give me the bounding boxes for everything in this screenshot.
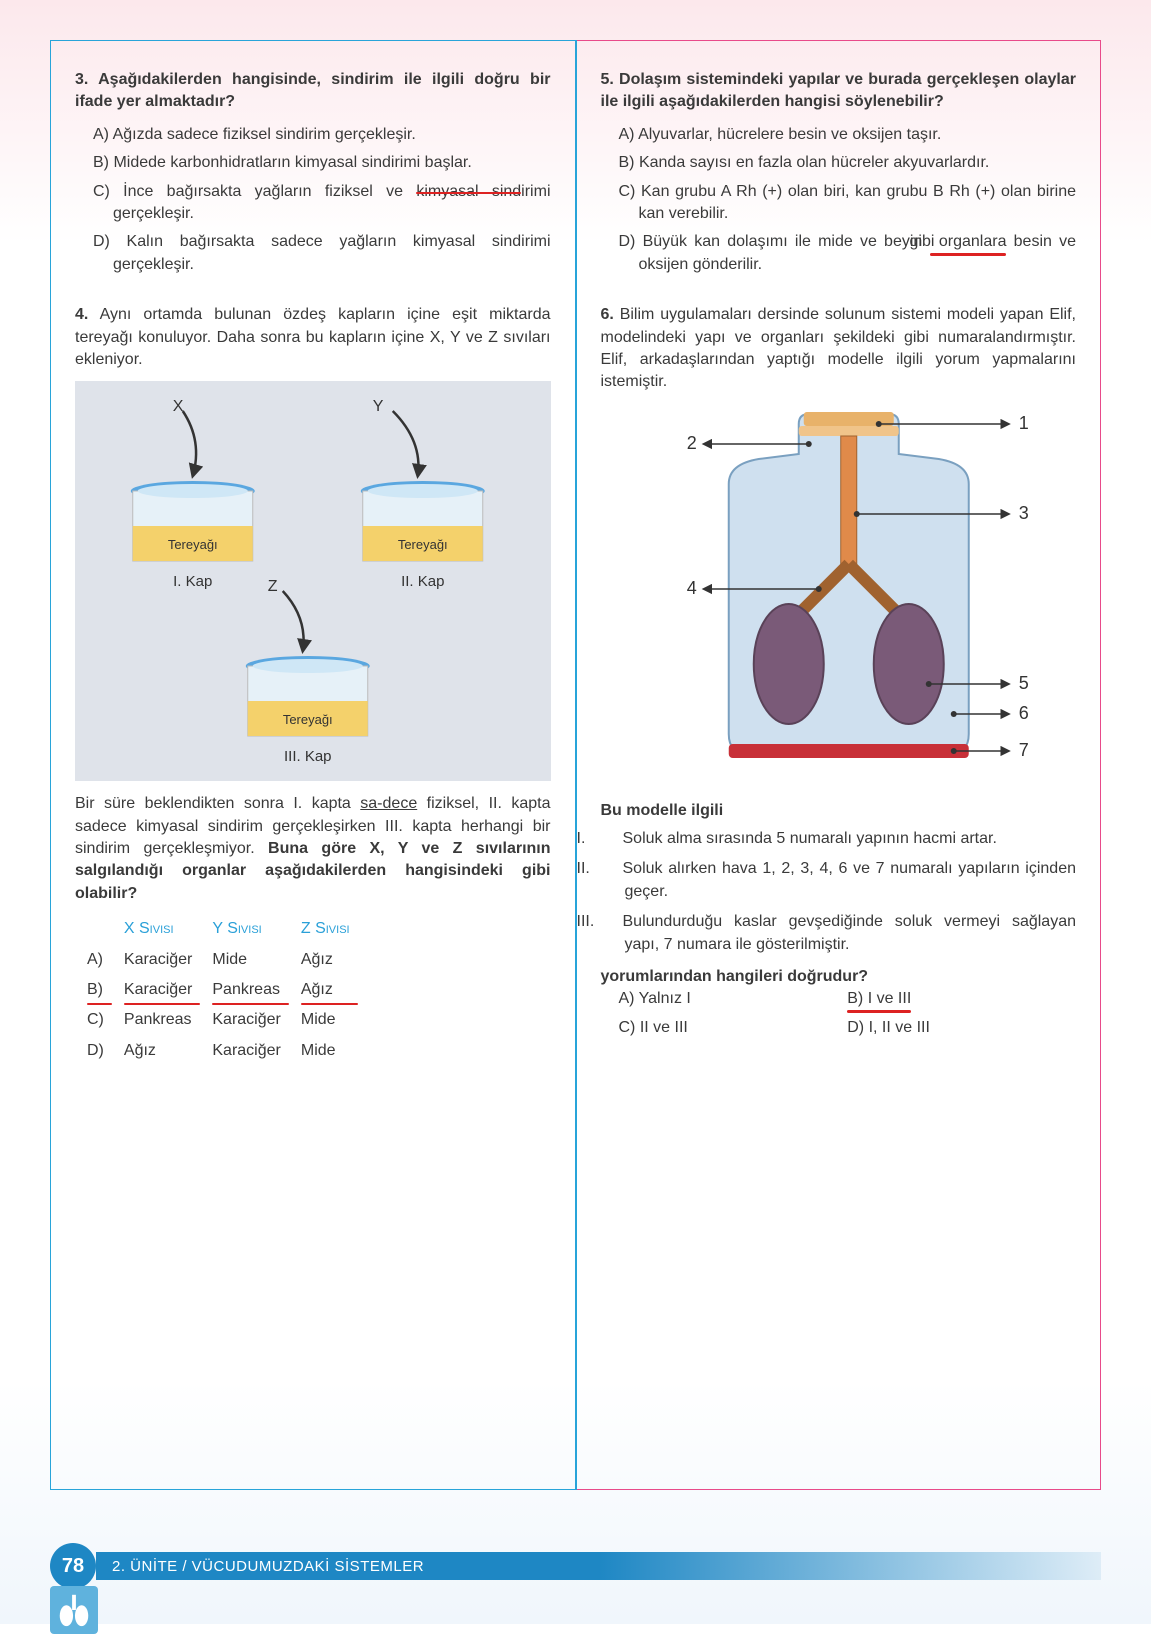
q5-opt-c: C) Kan grubu A Rh (+) olan biri, kan gru… <box>619 181 1077 226</box>
q4-h-x: X Sıvısı <box>124 915 210 943</box>
q6-opt-a: A) Yalnız I <box>619 988 848 1010</box>
q3-opt-a: A) Ağızda sadece fiziksel sindirim gerçe… <box>93 124 551 146</box>
lungs-icon <box>50 1586 98 1634</box>
q6-stmt-2: II.Soluk alırken hava 1, 2, 3, 4, 6 ve 7… <box>601 858 1077 903</box>
left-column: 3. Aşağıdakilerden hangisinde, sindirim … <box>50 40 575 1490</box>
q6-stmt-1: I.Soluk alma sırasında 5 numaralı yapını… <box>601 828 1077 850</box>
q6-b-u: B) I ve III <box>847 988 911 1010</box>
q4-h-y: Y Sıvısı <box>212 915 298 943</box>
q6-num: 6. <box>601 306 614 323</box>
cups-svg: X Tereyağı I. Kap Y <box>75 381 551 781</box>
page-number: 78 <box>50 1543 96 1589</box>
q6-text: 6. Bilim uygulamaları dersinde solunum s… <box>601 304 1077 394</box>
content-box: 3. Aşağıdakilerden hangisinde, sindirim … <box>50 40 1101 1490</box>
q5-opt-b: B) Kanda sayısı en fazla olan hücreler a… <box>619 152 1077 174</box>
q6-opt-c: C) II ve III <box>619 1017 848 1039</box>
butter-3: Tereyağı <box>283 712 333 727</box>
butter-1: Tereyağı <box>168 537 218 552</box>
page: 3. Aşağıdakilerden hangisinde, sindirim … <box>0 0 1151 1624</box>
q4-table: X Sıvısı Y Sıvısı Z Sıvısı A) Karaciğer … <box>85 913 370 1067</box>
q3-text: 3. Aşağıdakilerden hangisinde, sindirim … <box>75 69 551 114</box>
q4-h-z: Z Sıvısı <box>301 915 368 943</box>
q6-stmt-3: III.Bulundurduğu kaslar gevşediğinde sol… <box>601 911 1077 956</box>
page-footer: 78 2. ÜNİTE / VÜCUDUMUZDAKİ SİSTEMLER <box>50 1538 1101 1594</box>
q4-post-pre: Bir süre beklendikten sonra I. kapta <box>75 795 360 812</box>
part-6: 6 <box>1018 703 1028 723</box>
q5-d-under: gibi organlara <box>930 231 1007 253</box>
q5-opt-a: A) Alyuvarlar, hücrelere besin ve oksije… <box>619 124 1077 146</box>
right-column: 5. Dolaşım sistemindeki yapılar ve burad… <box>577 40 1102 1490</box>
q4-row-a: A) Karaciğer Mide Ağız <box>87 946 368 974</box>
q4-text: 4. Aynı ortamda bulunan özdeş kapların i… <box>75 304 551 371</box>
respiratory-diagram: 1 2 3 4 5 <box>601 404 1077 784</box>
q4-body: Aynı ortamda bulunan özdeş kapların için… <box>75 306 551 368</box>
part-1: 1 <box>1018 413 1028 433</box>
part-4: 4 <box>686 578 696 598</box>
q3-options: A) Ağızda sadece fiziksel sindirim gerçe… <box>75 124 551 276</box>
question-3: 3. Aşağıdakilerden hangisinde, sindirim … <box>75 69 551 276</box>
part-3: 3 <box>1018 503 1028 523</box>
cup3-label: III. Kap <box>284 748 332 765</box>
label-y: Y <box>373 398 384 415</box>
q5-options: A) Alyuvarlar, hücrelere besin ve oksije… <box>601 124 1077 276</box>
q6-statements: I.Soluk alma sırasında 5 numaralı yapını… <box>601 828 1077 956</box>
q4-row-d: D) Ağız Karaciğer Mide <box>87 1037 368 1065</box>
q6-body: Bilim uygulamaları dersinde solunum sist… <box>601 306 1077 390</box>
q5-text: 5. Dolaşım sistemindeki yapılar ve burad… <box>601 69 1077 114</box>
q3-opt-d: D) Kalın bağırsakta sadece yağların kimy… <box>93 231 551 276</box>
q3-body: Aşağıdakilerden hangisinde, sindirim ile… <box>75 71 551 110</box>
part-7: 7 <box>1018 740 1028 760</box>
q4-u2: dece <box>383 795 418 812</box>
q6-opt-d: D) I, II ve III <box>847 1017 1076 1039</box>
q6-prompt: yorumlarından hangileri doğrudur? <box>601 966 1077 988</box>
q5-num: 5. <box>601 71 614 88</box>
q4-post: Bir süre beklendikten sonra I. kapta sa-… <box>75 793 551 905</box>
cups-diagram: X Tereyağı I. Kap Y <box>75 381 551 781</box>
q6-sub: Bu modelle ilgili <box>601 800 1077 822</box>
resp-svg: 1 2 3 4 5 <box>601 404 1077 784</box>
q5-opt-d: D) Büyük kan dolaşımı ile mide ve beyin … <box>619 231 1077 276</box>
question-6: 6. Bilim uygulamaları dersinde solunum s… <box>601 304 1077 1045</box>
q5-body: Dolaşım sistemindeki yapılar ve burada g… <box>601 71 1077 110</box>
q3-c-strike: kimyasal sind <box>416 183 521 200</box>
q6-opt-b: B) I ve III <box>847 988 1076 1010</box>
label-z: Z <box>268 578 278 595</box>
label-x: X <box>173 398 184 415</box>
q3-opt-b: B) Midede karbonhidratların kimyasal sin… <box>93 152 551 174</box>
q3-num: 3. <box>75 71 88 88</box>
question-5: 5. Dolaşım sistemindeki yapılar ve burad… <box>601 69 1077 276</box>
q3-c-pre: C) İnce bağırsakta yağların fiziksel ve <box>93 183 416 200</box>
q4-num: 4. <box>75 306 88 323</box>
q6-options: A) Yalnız I B) I ve III C) II ve III D) … <box>601 988 1077 1045</box>
unit-title-bar: 2. ÜNİTE / VÜCUDUMUZDAKİ SİSTEMLER <box>96 1552 1101 1580</box>
q4-row-b: B) Karaciğer Pankreas Ağız <box>87 976 368 1004</box>
q4-header-row: X Sıvısı Y Sıvısı Z Sıvısı <box>87 915 368 943</box>
part-5: 5 <box>1018 673 1028 693</box>
butter-2: Tereyağı <box>398 537 448 552</box>
cup2-label: II. Kap <box>401 573 444 590</box>
q4-row-c: C) Pankreas Karaciğer Mide <box>87 1006 368 1034</box>
q5-d-pre: D) Büyük kan dolaşımı ile mide ve beyin <box>619 233 930 250</box>
q4-u1: sa- <box>360 795 382 812</box>
part-2: 2 <box>686 433 696 453</box>
question-4: 4. Aynı ortamda bulunan özdeş kapların i… <box>75 304 551 1067</box>
q3-opt-c: C) İnce bağırsakta yağların fiziksel ve … <box>93 181 551 226</box>
cup1-label: I. Kap <box>173 573 212 590</box>
